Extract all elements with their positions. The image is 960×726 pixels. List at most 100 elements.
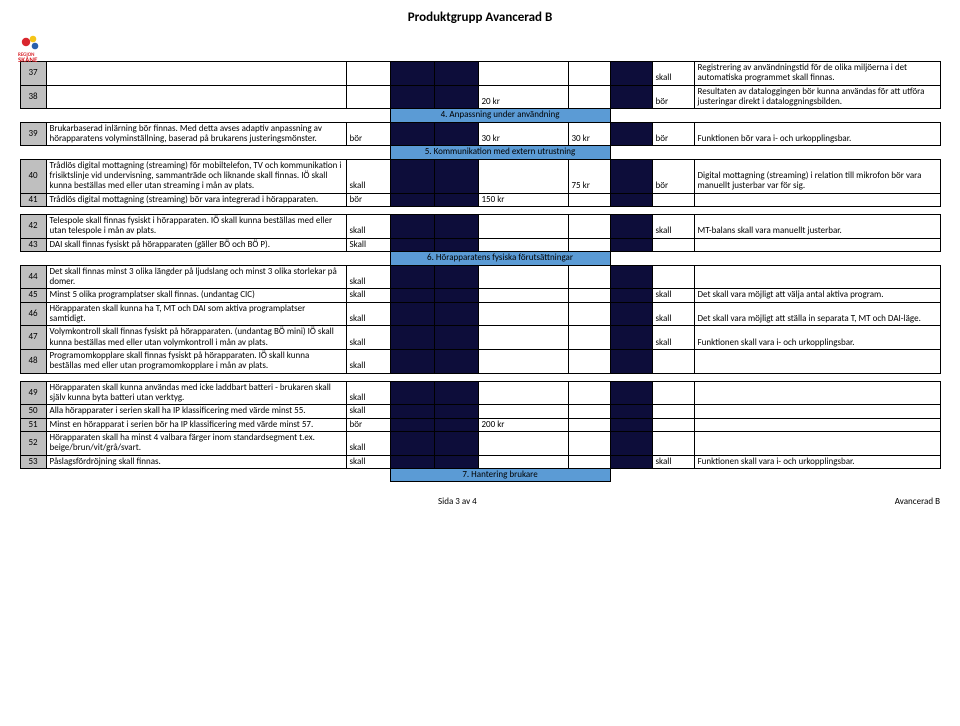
cell — [478, 455, 568, 468]
cell-dark — [390, 326, 434, 350]
cell: 75 kr — [568, 159, 610, 193]
cell: skall — [346, 326, 390, 350]
cell-dark — [610, 122, 652, 146]
cell — [478, 289, 568, 302]
row-comment: Funktionen skall vara i- och urkopplings… — [694, 455, 940, 468]
table-row: 3820 krbörResultaten av dataloggingen bö… — [20, 85, 940, 109]
row-number: 45 — [20, 289, 46, 302]
cell-dark — [434, 289, 478, 302]
row-number: 49 — [20, 381, 46, 405]
row-number: 48 — [20, 349, 46, 373]
cell: skall — [346, 159, 390, 193]
cell — [568, 85, 610, 109]
cell: skall — [652, 215, 694, 239]
row-number: 42 — [20, 215, 46, 239]
row-description: DAI skall finnas fysiskt på hörapparaten… — [46, 238, 346, 251]
cell — [652, 381, 694, 405]
cell — [568, 326, 610, 350]
row-number: 39 — [20, 122, 46, 146]
cell-dark — [610, 289, 652, 302]
cell: 20 kr — [478, 85, 568, 109]
table-row: 7. Hantering brukare — [20, 469, 940, 482]
cell — [568, 238, 610, 251]
cell — [568, 302, 610, 326]
cell-dark — [434, 238, 478, 251]
section-header: 6. Hörapparatens fysiska förutsättningar — [390, 252, 610, 265]
cell: skall — [346, 431, 390, 455]
table-row: 50Alla hörapparater i serien skall ha IP… — [20, 405, 940, 418]
cell-dark — [610, 215, 652, 239]
cell — [568, 215, 610, 239]
cell-dark — [610, 418, 652, 431]
cell: skall — [346, 405, 390, 418]
cell — [568, 62, 610, 86]
section-header: 7. Hantering brukare — [390, 469, 610, 482]
row-description: Hörapparaten skall ha minst 4 valbara fä… — [46, 431, 346, 455]
table-row: 51Minst en hörapparat i serien bör ha IP… — [20, 418, 940, 431]
row-description: Alla hörapparater i serien skall ha IP k… — [46, 405, 346, 418]
row-description: Trådlös digital mottagning (streaming) b… — [46, 193, 346, 206]
cell-dark — [434, 431, 478, 455]
row-comment — [694, 193, 940, 206]
cell: Skall — [346, 238, 390, 251]
svg-text:SKÅNE: SKÅNE — [18, 55, 38, 62]
row-number: 53 — [20, 455, 46, 468]
row-comment: Det skall vara möjligt att välja antal a… — [694, 289, 940, 302]
cell: 150 kr — [478, 193, 568, 206]
cell: 30 kr — [568, 122, 610, 146]
cell: skall — [652, 455, 694, 468]
cell-dark — [434, 405, 478, 418]
cell-dark — [434, 265, 478, 289]
cell — [478, 405, 568, 418]
row-description: Volymkontroll skall finnas fysiskt på hö… — [46, 326, 346, 350]
row-comment — [694, 349, 940, 373]
cell: skall — [652, 289, 694, 302]
cell: 200 kr — [478, 418, 568, 431]
cell-dark — [390, 159, 434, 193]
row-comment — [694, 381, 940, 405]
table-row: 40Trådlös digital mottagning (streaming)… — [20, 159, 940, 193]
cell-dark — [610, 265, 652, 289]
cell: skall — [346, 215, 390, 239]
cell — [568, 349, 610, 373]
cell-dark — [390, 215, 434, 239]
cell — [568, 418, 610, 431]
row-comment: Funktionen skall vara i- och urkopplings… — [694, 326, 940, 350]
cell-dark — [434, 302, 478, 326]
cell-dark — [434, 349, 478, 373]
cell: skall — [346, 302, 390, 326]
footer-right: Avancerad B — [895, 496, 940, 507]
table-row: 47Volymkontroll skall finnas fysiskt på … — [20, 326, 940, 350]
cell: skall — [652, 326, 694, 350]
cell — [478, 215, 568, 239]
table-row: 5. Kommunikation med extern utrustning — [20, 146, 940, 159]
cell — [478, 62, 568, 86]
row-description: Påslagsfördröjning skall finnas. — [46, 455, 346, 468]
cell: bör — [346, 122, 390, 146]
row-description — [46, 62, 346, 86]
cell — [478, 349, 568, 373]
cell-dark — [610, 381, 652, 405]
cell — [478, 381, 568, 405]
row-comment — [694, 431, 940, 455]
cell — [652, 349, 694, 373]
cell-dark — [434, 215, 478, 239]
cell — [478, 431, 568, 455]
row-comment — [694, 265, 940, 289]
cell: bör — [652, 122, 694, 146]
cell-dark — [610, 62, 652, 86]
cell-dark — [390, 381, 434, 405]
cell-dark — [390, 193, 434, 206]
cell-dark — [390, 289, 434, 302]
cell-dark — [434, 159, 478, 193]
cell-dark — [390, 302, 434, 326]
requirements-table: 37skallRegistrering av användningstid fö… — [20, 61, 941, 482]
cell — [568, 265, 610, 289]
cell: skall — [346, 265, 390, 289]
row-comment — [694, 405, 940, 418]
table-row: 39Brukarbaserad inlärning bör finnas. Me… — [20, 122, 940, 146]
row-number: 43 — [20, 238, 46, 251]
table-row: 37skallRegistrering av användningstid fö… — [20, 62, 940, 86]
row-number: 41 — [20, 193, 46, 206]
page-title: Produktgrupp Avancerad B — [0, 0, 960, 31]
